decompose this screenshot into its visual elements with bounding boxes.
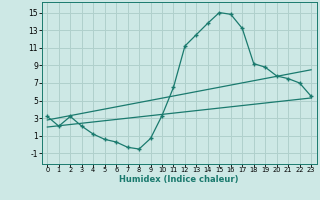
- X-axis label: Humidex (Indice chaleur): Humidex (Indice chaleur): [119, 175, 239, 184]
